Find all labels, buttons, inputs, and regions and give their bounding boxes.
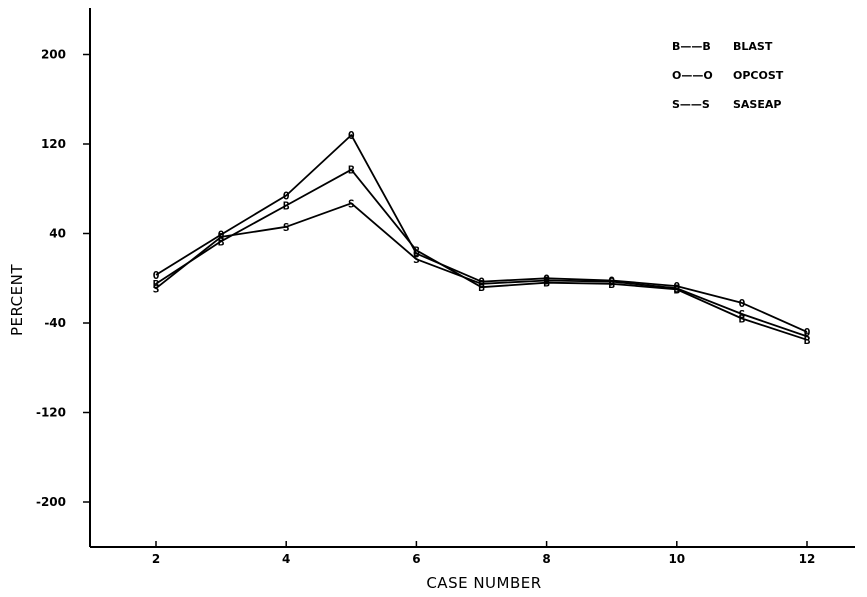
data-point-saseap: S — [608, 276, 615, 289]
data-point-blast: B — [413, 244, 420, 257]
data-point-saseap: S — [153, 282, 160, 295]
data-point-saseap: S — [478, 278, 485, 291]
x-axis-ticks: 2 4 6 8 10 12 — [152, 541, 816, 566]
data-point-blast: B — [283, 200, 290, 213]
data-point-saseap: S — [543, 274, 550, 287]
y-tick-label: -120 — [36, 406, 66, 420]
data-point-blast: B — [478, 281, 485, 294]
data-point-saseap: S — [804, 330, 811, 343]
legend-label-blast: BLAST — [733, 40, 773, 53]
data-point-blast: B — [673, 283, 680, 296]
data-point-blast: B — [153, 278, 160, 291]
y-tick-label: 40 — [49, 227, 66, 241]
series-line-blast — [155, 168, 808, 341]
y-tick-label: -200 — [36, 495, 66, 509]
series-line-saseap — [155, 202, 808, 338]
x-tick-label: 2 — [152, 552, 160, 566]
x-tick-label: 4 — [282, 552, 290, 566]
data-point-blast: B — [543, 277, 550, 290]
data-point-saseap: S — [413, 253, 420, 266]
data-point-opcost: O — [153, 269, 160, 282]
legend-label-saseap: SASEAP — [733, 98, 781, 111]
y-axis-ticks: 200 120 40 -40 -120 -200 — [36, 48, 90, 509]
data-point-opcost: O — [218, 229, 225, 242]
data-point-blast: B — [804, 334, 811, 347]
legend: B——B BLAST O——O OPCOST S——S SASEAP — [672, 40, 784, 111]
y-tick-label: 120 — [41, 137, 66, 151]
series-line-opcost — [155, 134, 808, 333]
x-tick-label: 10 — [668, 552, 685, 566]
data-point-opcost: O — [348, 129, 355, 142]
legend-label-opcost: OPCOST — [733, 69, 784, 82]
x-tick-label: 8 — [542, 552, 550, 566]
x-axis-title: CASE NUMBER — [426, 574, 541, 592]
data-point-blast: B — [218, 235, 225, 248]
data-point-opcost: O — [413, 248, 420, 261]
data-point-blast: B — [739, 313, 746, 326]
legend-key-blast: B——B — [672, 40, 711, 53]
data-point-saseap: S — [739, 308, 746, 321]
x-tick-label: 12 — [799, 552, 816, 566]
data-point-blast: B — [608, 278, 615, 291]
data-point-saseap: S — [283, 221, 290, 234]
data-point-saseap: S — [673, 282, 680, 295]
data-point-saseap: S — [348, 197, 355, 210]
data-point-blast: B — [348, 164, 355, 177]
data-point-opcost: O — [804, 326, 811, 339]
y-axis-title: PERCENT — [8, 264, 26, 336]
data-point-opcost: O — [673, 280, 680, 293]
data-point-saseap: S — [218, 231, 225, 244]
legend-key-saseap: S——S — [672, 98, 710, 111]
legend-key-opcost: O——O — [672, 69, 713, 82]
data-point-opcost: O — [739, 297, 746, 310]
x-tick-label: 6 — [412, 552, 420, 566]
data-point-opcost: O — [478, 276, 485, 289]
data-point-opcost: O — [283, 189, 290, 202]
y-tick-label: 200 — [41, 48, 66, 62]
y-tick-label: -40 — [44, 316, 66, 330]
data-point-opcost: O — [543, 272, 550, 285]
